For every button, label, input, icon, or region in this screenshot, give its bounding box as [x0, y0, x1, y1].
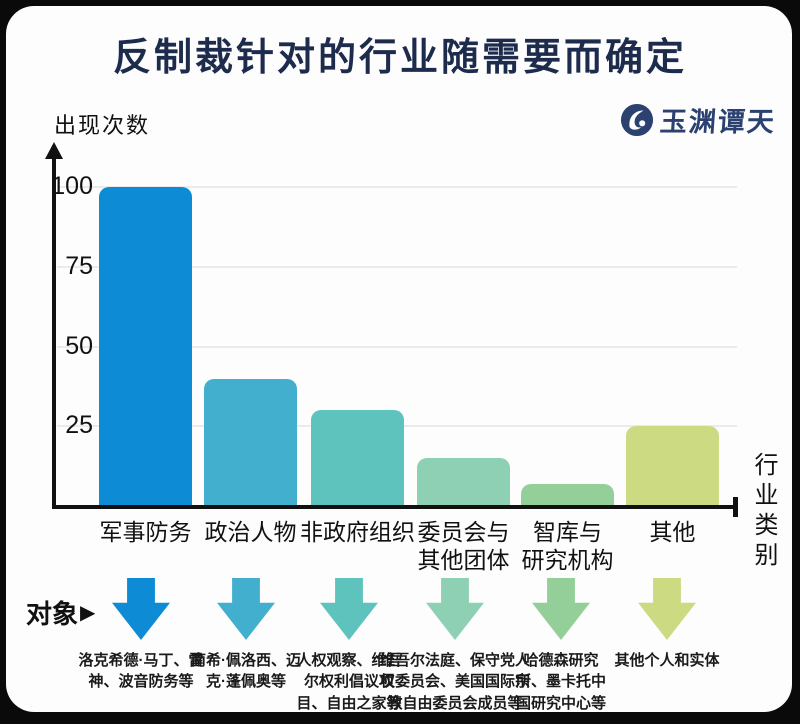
target-annotation-2: 南希·佩洛西、迈克·蓬佩奥等 [191, 652, 301, 691]
target-annotation-4: 维吾尔法庭、保守党人权委员会、美国国际宗教自由委员会成员等 [379, 652, 530, 712]
brand-logo-text: 玉渊谭天 [658, 107, 777, 137]
bar-5 [521, 483, 614, 506]
target-annotation-5: 哈德森研究所、墨卡托中国研究中心等 [515, 652, 606, 712]
y-axis-arrowhead [45, 142, 63, 159]
target-annotation-1: 洛克希德·马丁、雷神、波音防务等 [78, 652, 204, 691]
bar-3 [311, 410, 404, 506]
wave-logo-icon [620, 103, 654, 137]
bar-6 [626, 426, 719, 506]
category-label-2: 政治人物 [204, 519, 297, 545]
y-tick-label: 75 [65, 251, 93, 280]
x-axis-line [52, 505, 737, 509]
gridline-75 [57, 265, 737, 268]
targets-label-text: 对象 [26, 599, 79, 629]
target-annotation-3: 人权观察、维吾尔权利倡议项目、自由之家等 [296, 652, 402, 712]
brand-logo: 玉渊谭天 [620, 100, 777, 139]
right-triangle-icon: ▶ [80, 602, 96, 624]
category-label-4: 委员会与 其他团体 [417, 519, 510, 574]
y-tick-label: 100 [51, 172, 93, 201]
y-axis-label: 出现次数 [54, 113, 151, 138]
category-label-3: 非政府组织 [300, 519, 415, 545]
gridline-100 [57, 186, 737, 189]
page-title: 反制裁针对的行业随需要而确定 [112, 37, 687, 79]
category-label-6: 其他 [649, 519, 696, 545]
category-label-1: 军事防务 [99, 519, 192, 545]
x-axis-endcap [733, 497, 738, 517]
bar-2 [204, 378, 297, 506]
gridline-50 [57, 345, 737, 348]
category-label-5: 智库与 研究机构 [521, 519, 614, 574]
y-tick-label: 50 [65, 331, 93, 360]
target-annotation-6: 其他个人和实体 [614, 652, 720, 669]
x-axis-label: 行业类别 [750, 452, 777, 572]
bar-4 [417, 458, 510, 506]
y-axis-line [52, 158, 56, 508]
targets-label: 对象 ▶ [26, 594, 95, 631]
y-tick-label: 25 [65, 411, 93, 440]
bar-1 [99, 187, 192, 506]
